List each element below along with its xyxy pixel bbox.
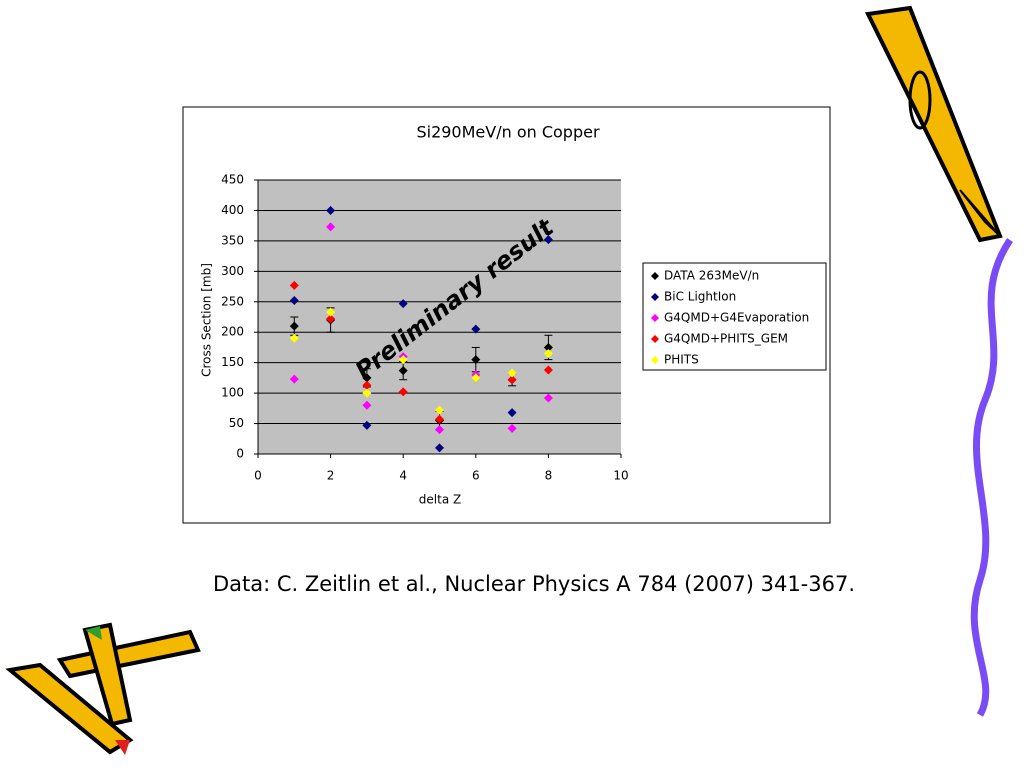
legend-label: G4QMD+G4Evaporation [664, 311, 809, 325]
data-point [471, 373, 481, 383]
legend-label: PHITS [664, 353, 699, 367]
data-point [471, 324, 481, 334]
data-point [289, 333, 299, 343]
pencils-bottom-left [5, 622, 201, 755]
data-point [289, 280, 299, 290]
y-tick-label: 350 [221, 233, 244, 247]
data-point [543, 235, 553, 245]
data-point [543, 393, 553, 403]
data-point [398, 387, 408, 397]
data-point [326, 205, 336, 215]
data-point [362, 420, 372, 430]
legend-marker [651, 356, 659, 364]
y-axis-label: Cross Section [mb] [200, 263, 214, 377]
y-tick-label: 450 [221, 173, 244, 187]
data-point [362, 373, 372, 383]
data-point [362, 380, 372, 390]
x-tick-label: 0 [254, 469, 262, 483]
legend-label: G4QMD+PHITS_GEM [664, 332, 788, 346]
y-tick-label: 200 [221, 325, 244, 339]
data-point [326, 307, 336, 317]
legend-marker [651, 272, 659, 280]
data-point [398, 355, 408, 365]
x-tick-label: 2 [327, 469, 335, 483]
data-point [289, 321, 299, 331]
y-tick-label: 300 [221, 264, 244, 278]
chart-title: Si290MeV/n on Copper [416, 123, 599, 142]
data-point [326, 222, 336, 232]
data-point [435, 414, 444, 424]
caption: Data: C. Zeitlin et al., Nuclear Physics… [213, 572, 855, 596]
legend-marker [651, 335, 659, 343]
y-tick-label: 150 [221, 355, 244, 369]
data-point [289, 296, 299, 306]
legend-label: BiC LightIon [664, 290, 736, 304]
legend [642, 262, 827, 371]
y-tick-label: 50 [229, 416, 244, 430]
data-point [326, 314, 336, 324]
data-point [507, 423, 517, 433]
data-point [435, 443, 444, 453]
x-tick-label: 8 [545, 469, 553, 483]
data-point [507, 408, 517, 418]
legend-marker [651, 314, 659, 322]
data-point [289, 374, 299, 384]
data-point [435, 425, 444, 435]
x-tick-label: 6 [472, 469, 480, 483]
data-point [398, 299, 408, 309]
data-point [362, 388, 372, 398]
data-point [543, 342, 553, 352]
x-tick-label: 10 [613, 469, 628, 483]
data-point [398, 366, 408, 376]
y-tick-label: 400 [221, 203, 244, 217]
x-tick-label: 4 [399, 469, 407, 483]
data-point [543, 365, 553, 375]
data-point [543, 349, 553, 359]
pencil-top-right [864, 5, 1003, 243]
data-point [362, 400, 372, 410]
legend-label: DATA 263MeV/n [664, 269, 759, 283]
legend-marker [651, 293, 659, 301]
y-tick-label: 0 [236, 447, 244, 461]
y-tick-label: 100 [221, 386, 244, 400]
squiggle [970, 238, 1013, 717]
data-point [435, 405, 444, 415]
data-point [471, 355, 481, 365]
data-point [507, 368, 517, 378]
y-tick-label: 250 [221, 294, 244, 308]
x-axis-label: delta Z [419, 493, 461, 507]
data-point [507, 375, 517, 385]
